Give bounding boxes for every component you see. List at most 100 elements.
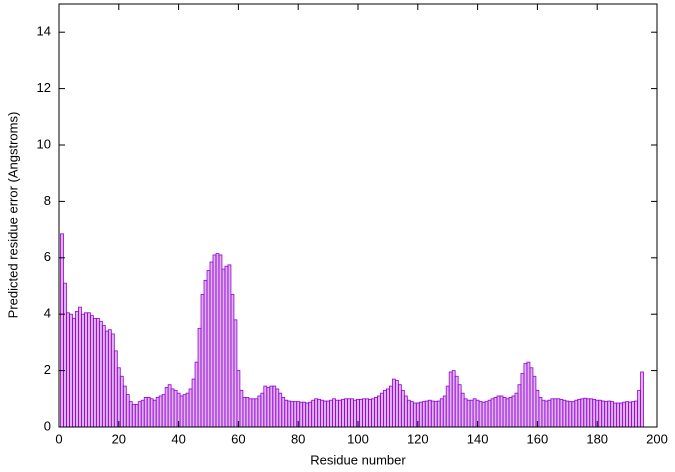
bar xyxy=(314,398,319,428)
bar xyxy=(451,370,456,428)
bar xyxy=(185,392,190,428)
bar xyxy=(344,398,348,428)
bar xyxy=(215,253,220,428)
bar xyxy=(194,361,199,428)
bar xyxy=(400,389,405,428)
bar xyxy=(625,401,629,428)
bar xyxy=(101,325,106,428)
bar xyxy=(263,385,268,428)
bar xyxy=(299,401,304,428)
bar xyxy=(278,392,283,428)
bar xyxy=(388,385,393,428)
bar xyxy=(397,384,402,428)
bar xyxy=(559,398,564,428)
bar xyxy=(224,265,229,428)
bar xyxy=(281,396,286,428)
bar xyxy=(371,398,375,428)
bar xyxy=(335,399,339,428)
bar xyxy=(448,371,453,428)
bar xyxy=(550,398,555,428)
bar xyxy=(164,387,169,428)
bar xyxy=(92,318,97,428)
bar xyxy=(547,399,552,428)
x-axis-label: Residue number xyxy=(310,452,406,467)
bar xyxy=(433,401,438,428)
bar xyxy=(439,398,444,428)
bar xyxy=(412,402,417,428)
bar xyxy=(472,398,477,428)
y-tick-label: 12 xyxy=(37,80,51,95)
bar xyxy=(308,401,313,428)
bar xyxy=(236,370,241,428)
bar xyxy=(377,395,381,428)
bar xyxy=(445,385,450,428)
x-tick-label: 60 xyxy=(231,431,245,446)
bar xyxy=(538,396,543,428)
bar xyxy=(511,395,516,428)
bar xyxy=(203,279,208,428)
bar xyxy=(496,395,501,428)
bar xyxy=(66,312,70,428)
bar xyxy=(290,401,295,428)
bar xyxy=(63,282,67,428)
bar xyxy=(616,402,621,428)
bar xyxy=(505,398,510,428)
bar xyxy=(329,399,333,428)
bar xyxy=(556,398,561,428)
bar xyxy=(457,384,462,428)
bar xyxy=(107,329,112,428)
bar xyxy=(359,398,363,428)
bar xyxy=(350,398,354,428)
bar xyxy=(386,388,390,428)
bar xyxy=(469,399,474,428)
bar xyxy=(598,399,603,428)
bar xyxy=(119,375,124,428)
bar xyxy=(526,361,531,428)
bar xyxy=(293,401,298,428)
bar xyxy=(317,398,322,428)
bar xyxy=(197,327,202,428)
bar xyxy=(619,402,624,428)
bar xyxy=(380,392,384,428)
bar xyxy=(484,401,489,428)
bar xyxy=(601,400,606,428)
bar xyxy=(544,400,549,428)
bar xyxy=(362,398,366,428)
bar xyxy=(592,398,597,428)
bar xyxy=(583,397,588,428)
y-tick-label: 8 xyxy=(44,193,51,208)
bar xyxy=(287,400,292,428)
bar xyxy=(191,378,196,428)
x-tick-label: 80 xyxy=(291,431,305,446)
bar xyxy=(81,313,85,428)
bar xyxy=(305,402,310,428)
bar xyxy=(84,312,88,428)
bar xyxy=(365,398,369,428)
bar xyxy=(221,268,226,428)
bar xyxy=(233,319,238,428)
bar xyxy=(463,398,468,428)
bar xyxy=(146,396,151,428)
bar xyxy=(167,384,172,428)
bar xyxy=(460,392,465,428)
bar xyxy=(517,384,522,428)
bar xyxy=(242,396,247,428)
bar xyxy=(541,399,546,428)
bar xyxy=(532,375,537,428)
bar xyxy=(394,380,399,428)
bar xyxy=(514,392,519,428)
bar xyxy=(347,398,351,428)
bar xyxy=(454,375,459,428)
y-tick-label: 6 xyxy=(44,249,51,264)
bar xyxy=(403,395,408,428)
plot-border xyxy=(58,3,658,428)
bar xyxy=(60,233,64,428)
x-tick-label: 180 xyxy=(586,431,608,446)
bar xyxy=(634,400,638,428)
x-tick-label: 200 xyxy=(646,431,668,446)
bar xyxy=(227,264,232,428)
bar xyxy=(260,392,265,428)
bar xyxy=(481,401,486,428)
bar xyxy=(200,294,205,428)
